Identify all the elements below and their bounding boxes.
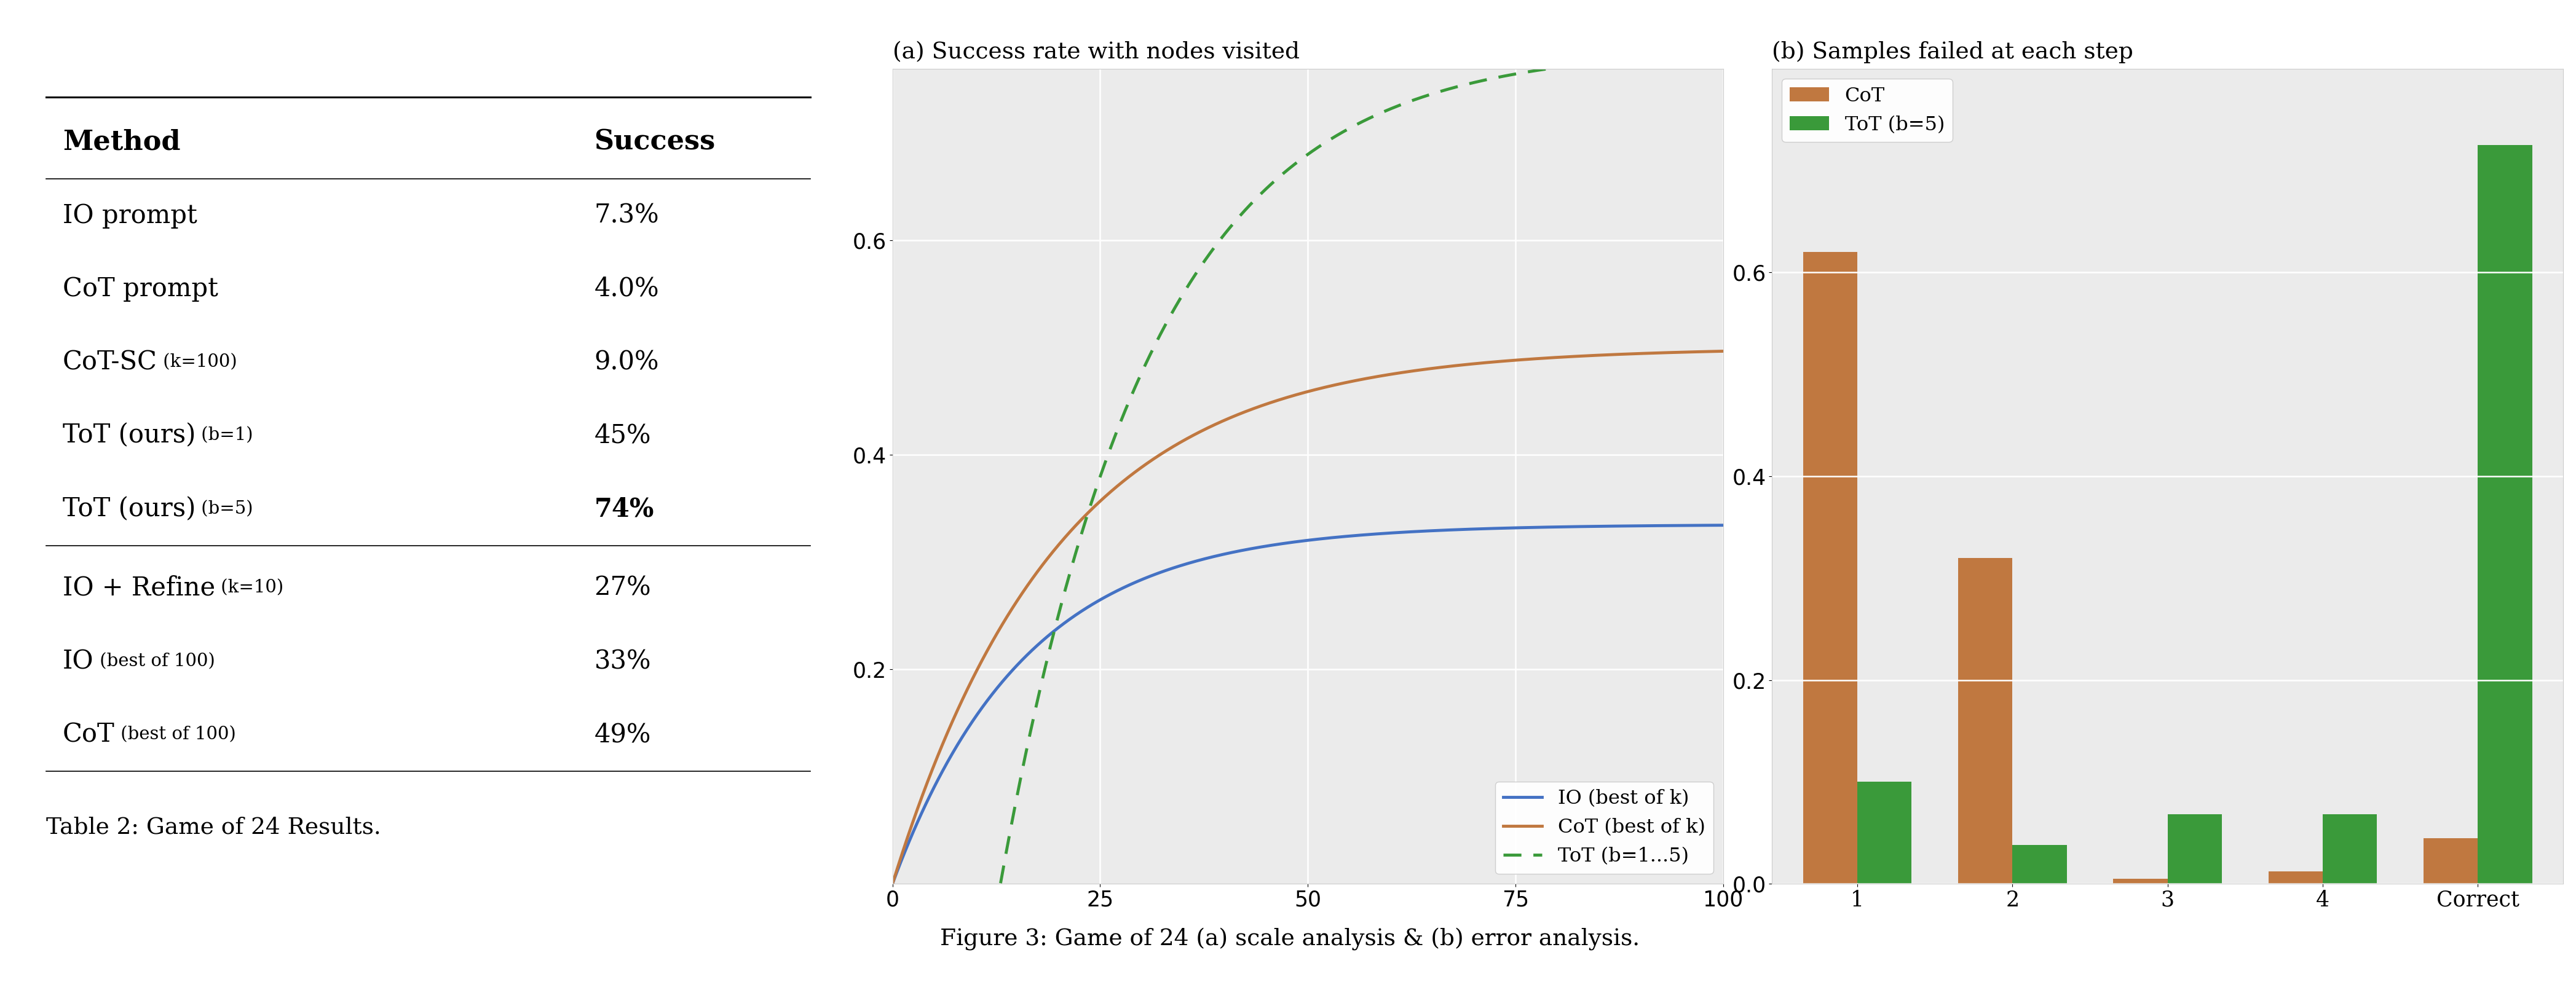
IO (best of k) (876, 878, 907, 890)
CoT (best of k) (1540, 352, 1571, 363)
IO (best of k) (1213, 547, 1244, 559)
ToT (b=1...5) (1708, 48, 1739, 60)
Bar (2324, 814, 2378, 884)
Text: (a) Success rate with nodes visited: (a) Success rate with nodes visited (891, 41, 1298, 64)
Bar (1958, 558, 2012, 884)
Text: (b=1): (b=1) (196, 427, 252, 444)
Bar (2012, 846, 2066, 884)
Text: IO: IO (62, 648, 93, 675)
ToT (b=1...5) (1525, 64, 1556, 76)
Text: (b) Samples failed at each step: (b) Samples failed at each step (1772, 41, 2133, 64)
Line: CoT (best of k): CoT (best of k) (891, 352, 1723, 884)
Bar (1803, 252, 1857, 884)
Text: 9.0%: 9.0% (595, 350, 659, 375)
Legend: CoT, ToT (b=5): CoT, ToT (b=5) (1783, 79, 1953, 142)
Text: 45%: 45% (595, 422, 652, 449)
Text: 27%: 27% (595, 575, 652, 601)
Bar (2166, 814, 2223, 884)
CoT (best of k) (876, 878, 907, 890)
CoT (best of k) (961, 664, 992, 676)
Text: Figure 3: Game of 24 (a) scale analysis & (b) error analysis.: Figure 3: Game of 24 (a) scale analysis … (940, 928, 1641, 951)
IO (best of k) (1708, 519, 1739, 531)
CoT (best of k) (1708, 346, 1739, 357)
ToT (b=1...5) (1540, 62, 1571, 74)
Line: IO (best of k): IO (best of k) (891, 525, 1723, 884)
Line: ToT (b=1...5): ToT (b=1...5) (999, 54, 1723, 883)
Text: Table 2: Game of 24 Results.: Table 2: Game of 24 Results. (46, 816, 381, 839)
Bar (1857, 782, 1911, 884)
CoT (best of k) (1448, 359, 1479, 371)
Text: Method: Method (62, 129, 180, 155)
Bar (2478, 145, 2532, 884)
ToT (b=1...5) (1213, 224, 1244, 236)
Text: IO prompt: IO prompt (62, 202, 198, 229)
Text: (best of 100): (best of 100) (93, 653, 214, 670)
Text: CoT: CoT (62, 722, 116, 747)
Bar (2424, 838, 2478, 884)
Text: 33%: 33% (595, 648, 652, 675)
CoT (best of k) (1525, 353, 1556, 364)
IO (best of k) (1525, 521, 1556, 533)
IO (best of k) (1448, 523, 1479, 535)
Text: 7.3%: 7.3% (595, 202, 659, 229)
IO (best of k) (1242, 541, 1273, 553)
Text: CoT prompt: CoT prompt (62, 276, 219, 301)
Text: (b=5): (b=5) (196, 500, 252, 518)
Text: 49%: 49% (595, 722, 652, 747)
Text: IO + Refine: IO + Refine (62, 575, 216, 601)
Bar (2112, 879, 2166, 884)
CoT (best of k) (1242, 401, 1273, 412)
ToT (b=1...5) (1448, 80, 1479, 91)
Text: ToT (ours): ToT (ours) (62, 422, 196, 449)
CoT (best of k) (1213, 412, 1244, 424)
Text: CoT-SC: CoT-SC (62, 350, 157, 375)
Text: (best of 100): (best of 100) (116, 726, 237, 743)
Text: (k=100): (k=100) (157, 354, 237, 371)
Text: 4.0%: 4.0% (595, 276, 659, 301)
Text: ToT (ours): ToT (ours) (62, 496, 196, 521)
Bar (2269, 872, 2324, 884)
Legend: IO (best of k), CoT (best of k), ToT (b=1...5): IO (best of k), CoT (best of k), ToT (b=… (1494, 782, 1713, 874)
IO (best of k) (961, 708, 992, 720)
Text: Success: Success (595, 129, 716, 155)
ToT (b=1...5) (1242, 191, 1273, 202)
IO (best of k) (1540, 521, 1571, 533)
Text: 74%: 74% (595, 496, 654, 521)
Text: (k=10): (k=10) (216, 579, 283, 596)
